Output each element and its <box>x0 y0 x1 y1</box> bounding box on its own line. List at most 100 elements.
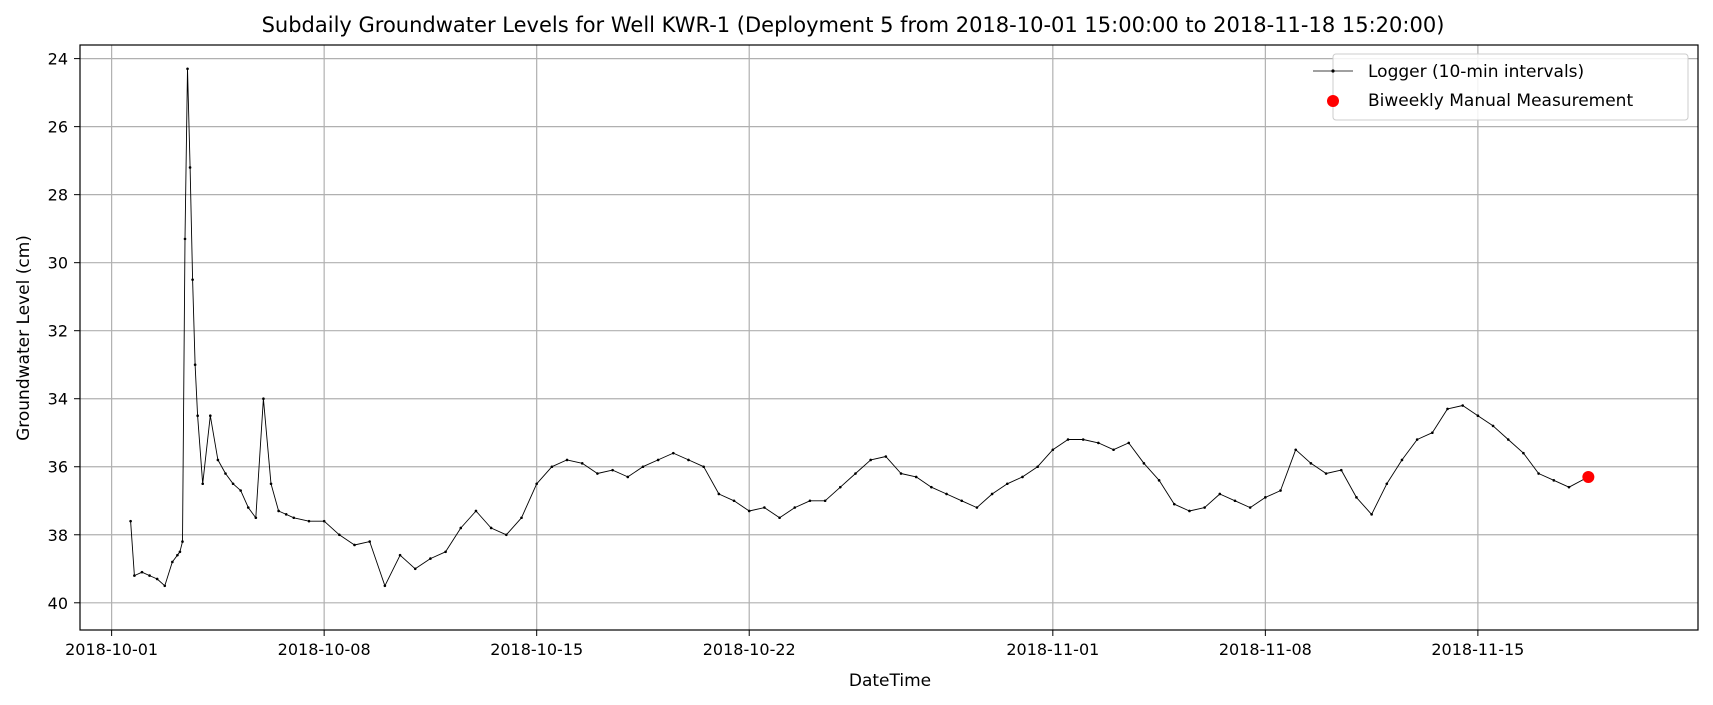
y-tick-label: 32 <box>48 322 68 341</box>
y-tick-label: 36 <box>48 458 68 477</box>
data-point <box>1476 414 1480 418</box>
y-tick-label: 26 <box>48 118 68 137</box>
x-tick-label: 2018-10-22 <box>703 640 796 659</box>
data-point <box>611 468 614 472</box>
data-point <box>1203 506 1206 509</box>
data-point <box>626 475 630 479</box>
series-line-logger <box>130 68 1589 587</box>
data-point <box>193 363 197 367</box>
x-tick-label: 2018-11-15 <box>1431 640 1524 659</box>
data-point <box>1522 451 1525 455</box>
series-layer <box>129 67 1595 588</box>
data-point <box>201 482 205 486</box>
data-point <box>1021 475 1024 479</box>
data-point <box>209 414 212 418</box>
data-point <box>1172 502 1176 506</box>
legend: Logger (10-min intervals) Biweekly Manua… <box>1313 53 1689 121</box>
data-point <box>129 519 132 523</box>
data-point <box>1400 458 1404 462</box>
data-point <box>171 560 174 564</box>
data-point <box>338 533 341 537</box>
legend-label-manual: Biweekly Manual Measurement <box>1368 91 1633 111</box>
data-point <box>181 540 184 543</box>
data-point <box>196 414 199 418</box>
x-tick-label: 2018-11-01 <box>1006 640 1099 659</box>
data-point <box>307 519 311 523</box>
data-point <box>747 509 751 513</box>
data-point <box>1309 462 1313 465</box>
data-point <box>778 516 781 520</box>
data-point <box>383 584 387 588</box>
data-point <box>823 499 827 503</box>
data-point <box>884 455 888 458</box>
data-point <box>148 574 151 577</box>
data-point <box>176 553 179 557</box>
data-point <box>254 516 258 520</box>
legend-box <box>1332 53 1689 121</box>
data-point <box>565 458 569 462</box>
data-point <box>178 550 182 554</box>
data-point <box>292 516 296 520</box>
data-point <box>1142 462 1146 465</box>
data-point <box>702 465 705 469</box>
data-point <box>444 550 447 554</box>
data-point <box>1248 506 1252 509</box>
data-point <box>975 506 979 509</box>
data-point <box>1370 513 1373 516</box>
legend-scatter-marker <box>1327 95 1339 107</box>
data-point <box>869 458 872 462</box>
y-tick-label: 40 <box>48 594 68 613</box>
y-tick-label: 34 <box>48 390 68 409</box>
data-point <box>1552 479 1556 482</box>
x-tick-label: 2018-11-08 <box>1219 640 1312 659</box>
data-point <box>656 458 660 462</box>
data-point <box>353 543 356 547</box>
data-point <box>1157 479 1161 482</box>
data-point <box>1567 485 1571 489</box>
data-point <box>489 526 493 530</box>
data-point <box>239 489 242 492</box>
data-point <box>672 451 675 455</box>
data-point <box>1446 407 1449 411</box>
data-point <box>133 574 136 577</box>
data-point <box>140 570 144 574</box>
data-point <box>1461 404 1465 407</box>
data-point <box>224 472 227 475</box>
data-point <box>854 472 857 475</box>
data-point <box>322 519 326 523</box>
data-point <box>732 499 736 503</box>
y-tick-label: 24 <box>48 50 68 69</box>
data-point <box>277 509 280 513</box>
data-point <box>1491 424 1495 428</box>
data-point <box>1081 438 1085 441</box>
data-point <box>763 506 766 509</box>
data-point <box>1324 472 1328 475</box>
data-point <box>284 513 288 516</box>
data-point <box>990 492 994 496</box>
x-tick-label: 2018-10-01 <box>65 640 158 659</box>
data-point <box>960 499 964 503</box>
data-point <box>1127 441 1131 445</box>
data-point <box>1294 448 1298 452</box>
data-point <box>1218 492 1222 496</box>
data-point <box>596 472 599 475</box>
data-point <box>155 577 159 581</box>
legend-label-logger: Logger (10-min intervals) <box>1368 62 1584 82</box>
data-point <box>687 458 690 462</box>
data-point <box>1355 496 1358 499</box>
data-point <box>945 492 948 496</box>
data-point <box>580 462 584 465</box>
data-point <box>1188 509 1191 513</box>
data-point <box>1005 482 1009 486</box>
data-point <box>914 475 918 479</box>
manual-measurement-point <box>1582 470 1595 483</box>
plot-frame <box>79 44 1699 631</box>
data-point <box>1431 431 1434 435</box>
data-point <box>459 526 463 530</box>
data-point <box>717 492 721 496</box>
data-point <box>269 482 273 486</box>
data-point <box>641 465 645 469</box>
data-point <box>216 458 220 462</box>
legend-line-dot <box>1331 69 1335 73</box>
